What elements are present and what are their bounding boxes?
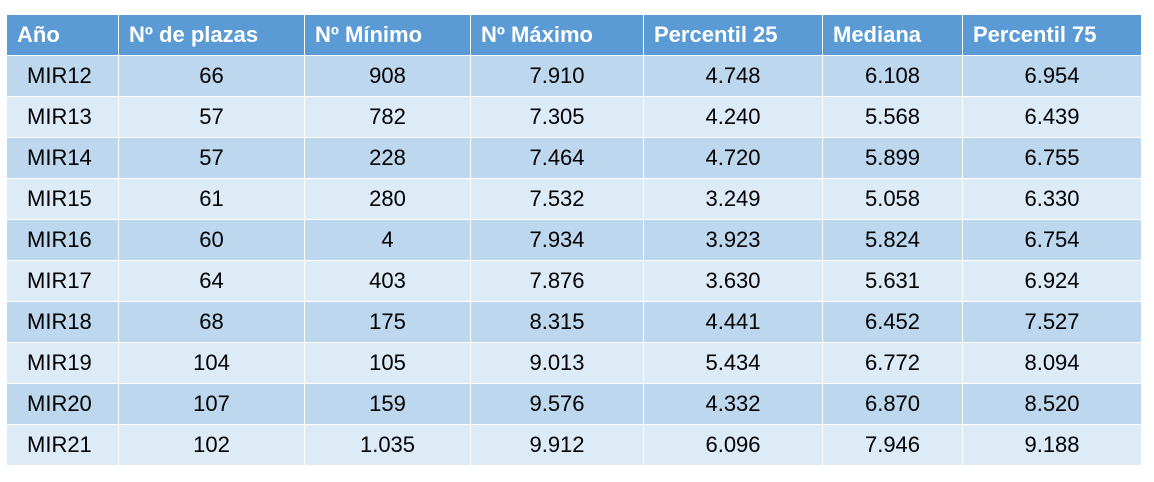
value-cell: 57 [118, 96, 305, 138]
value-cell: 9.912 [470, 424, 644, 466]
value-cell: 5.568 [822, 96, 963, 138]
value-cell: 61 [118, 178, 305, 220]
value-cell: 4.748 [643, 55, 823, 97]
row-label-cell: MIR12 [6, 55, 119, 97]
table-header: Año Nº de plazas Nº Mínimo Nº Máximo Percent… [6, 14, 1142, 56]
value-cell: 7.934 [470, 219, 644, 261]
value-cell: 9.013 [470, 342, 644, 384]
header-cell: Año [6, 14, 119, 56]
value-cell: 6.755 [962, 137, 1142, 179]
value-cell: 8.094 [962, 342, 1142, 384]
value-cell: 6.096 [643, 424, 823, 466]
value-cell: 6.330 [962, 178, 1142, 220]
value-cell: 60 [118, 219, 305, 261]
value-cell: 7.305 [470, 96, 644, 138]
value-cell: 782 [304, 96, 471, 138]
table-row: MIR16 60 4 7.934 3.923 5.824 6.754 [6, 219, 1142, 261]
table-row: MIR15 61 280 7.532 3.249 5.058 6.330 [6, 178, 1142, 220]
value-cell: 6.754 [962, 219, 1142, 261]
value-cell: 57 [118, 137, 305, 179]
row-label-cell: MIR15 [6, 178, 119, 220]
value-cell: 4 [304, 219, 471, 261]
table-row: MIR20 107 159 9.576 4.332 6.870 8.520 [6, 383, 1142, 425]
value-cell: 107 [118, 383, 305, 425]
value-cell: 5.631 [822, 260, 963, 302]
value-cell: 3.630 [643, 260, 823, 302]
value-cell: 68 [118, 301, 305, 343]
value-cell: 403 [304, 260, 471, 302]
value-cell: 6.870 [822, 383, 963, 425]
value-cell: 4.240 [643, 96, 823, 138]
value-cell: 5.058 [822, 178, 963, 220]
value-cell: 9.576 [470, 383, 644, 425]
value-cell: 4.332 [643, 383, 823, 425]
table-row: MIR19 104 105 9.013 5.434 6.772 8.094 [6, 342, 1142, 384]
header-cell: Mediana [822, 14, 963, 56]
value-cell: 175 [304, 301, 471, 343]
value-cell: 5.824 [822, 219, 963, 261]
header-row: Año Nº de plazas Nº Mínimo Nº Máximo Percent… [6, 14, 1142, 56]
value-cell: 228 [304, 137, 471, 179]
value-cell: 159 [304, 383, 471, 425]
header-cell: Nº de plazas [118, 14, 305, 56]
value-cell: 7.532 [470, 178, 644, 220]
row-label-cell: MIR17 [6, 260, 119, 302]
value-cell: 3.249 [643, 178, 823, 220]
value-cell: 7.464 [470, 137, 644, 179]
row-label-cell: MIR20 [6, 383, 119, 425]
value-cell: 7.527 [962, 301, 1142, 343]
header-cell: Percentil 25 [643, 14, 823, 56]
value-cell: 6.108 [822, 55, 963, 97]
value-cell: 6.924 [962, 260, 1142, 302]
value-cell: 1.035 [304, 424, 471, 466]
value-cell: 6.452 [822, 301, 963, 343]
table-row: MIR14 57 228 7.464 4.720 5.899 6.755 [6, 137, 1142, 179]
value-cell: 3.923 [643, 219, 823, 261]
value-cell: 7.876 [470, 260, 644, 302]
value-cell: 6.439 [962, 96, 1142, 138]
value-cell: 4.441 [643, 301, 823, 343]
value-cell: 8.315 [470, 301, 644, 343]
value-cell: 908 [304, 55, 471, 97]
value-cell: 64 [118, 260, 305, 302]
data-table: Año Nº de plazas Nº Mínimo Nº Máximo Percent… [6, 14, 1142, 466]
row-label-cell: MIR18 [6, 301, 119, 343]
table-row: MIR18 68 175 8.315 4.441 6.452 7.527 [6, 301, 1142, 343]
table-row: MIR12 66 908 7.910 4.748 6.108 6.954 [6, 55, 1142, 97]
value-cell: 6.772 [822, 342, 963, 384]
value-cell: 280 [304, 178, 471, 220]
header-cell: Nº Mínimo [304, 14, 471, 56]
row-label-cell: MIR14 [6, 137, 119, 179]
value-cell: 5.434 [643, 342, 823, 384]
header-cell: Nº Máximo [470, 14, 644, 56]
value-cell: 66 [118, 55, 305, 97]
value-cell: 7.910 [470, 55, 644, 97]
value-cell: 8.520 [962, 383, 1142, 425]
value-cell: 5.899 [822, 137, 963, 179]
value-cell: 7.946 [822, 424, 963, 466]
value-cell: 102 [118, 424, 305, 466]
row-label-cell: MIR21 [6, 424, 119, 466]
row-label-cell: MIR13 [6, 96, 119, 138]
row-label-cell: MIR19 [6, 342, 119, 384]
value-cell: 6.954 [962, 55, 1142, 97]
value-cell: 9.188 [962, 424, 1142, 466]
value-cell: 4.720 [643, 137, 823, 179]
row-label-cell: MIR16 [6, 219, 119, 261]
table-row: MIR17 64 403 7.876 3.630 5.631 6.924 [6, 260, 1142, 302]
table-body: MIR12 66 908 7.910 4.748 6.108 6.954 MIR13 57 782… [6, 55, 1142, 466]
table-row: MIR21 102 1.035 9.912 6.096 7.946 9.188 [6, 424, 1142, 466]
header-cell: Percentil 75 [962, 14, 1142, 56]
value-cell: 105 [304, 342, 471, 384]
value-cell: 104 [118, 342, 305, 384]
table-row: MIR13 57 782 7.305 4.240 5.568 6.439 [6, 96, 1142, 138]
